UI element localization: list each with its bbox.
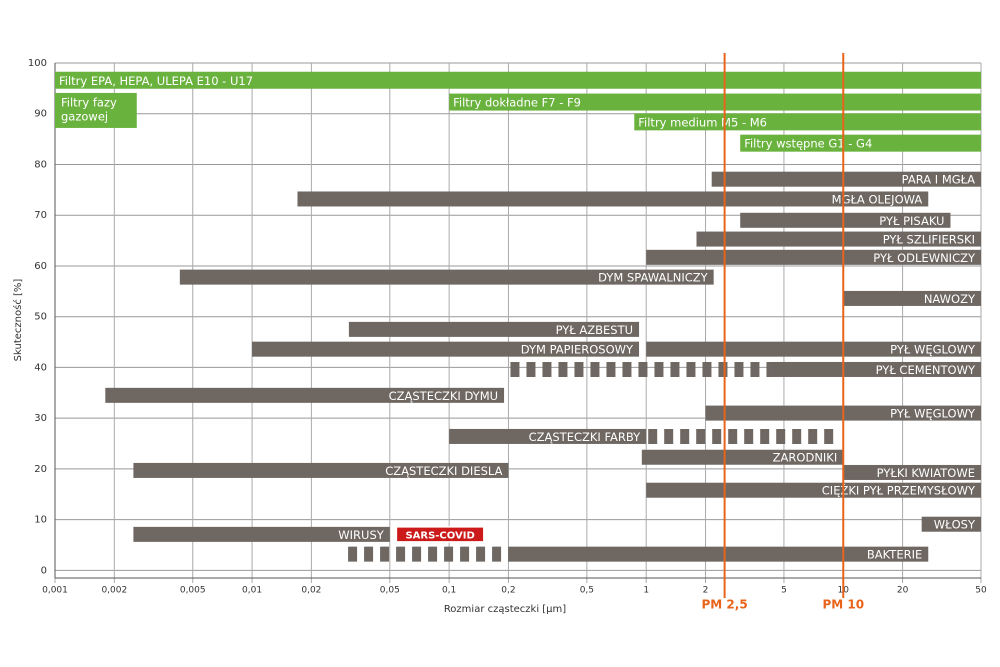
x-tick-label: 5	[781, 586, 787, 596]
y-tick-label: 70	[34, 210, 47, 221]
bar-label: PYŁ SZLIFIERSKI	[883, 233, 975, 247]
bar-label: DYM PAPIEROSOWY	[521, 343, 634, 357]
x-tick-label: 0,001	[42, 586, 68, 596]
range-bar	[843, 464, 981, 480]
bar-label: PYŁ ODLEWNICZY	[873, 251, 976, 265]
bar-label: Filtry wstępne G1 - G4	[744, 137, 872, 151]
x-tick-label: 1	[643, 586, 649, 596]
bar-label: CZĄSTECZKI FARBY	[529, 430, 642, 444]
range-bar	[711, 171, 981, 187]
bar-label: Filtry fazy	[61, 95, 117, 109]
range-bar	[634, 113, 981, 131]
y-tick-label: 100	[28, 58, 47, 69]
bar-label: CIĘŻKI PYŁ PRZEMYSŁOWY	[822, 483, 976, 498]
y-tick-label: 60	[34, 261, 47, 272]
range-bar	[55, 71, 981, 89]
bar-label: PYŁ CEMENTOWY	[876, 363, 976, 377]
bar-label: gazowej	[61, 109, 108, 123]
bar-label: PARA I MGŁA	[902, 173, 975, 187]
range-bar	[508, 546, 929, 562]
x-tick-label: 0,01	[242, 586, 262, 596]
y-tick-label: 40	[34, 362, 47, 373]
range-bar	[921, 516, 981, 532]
range-bar	[646, 249, 981, 265]
y-tick-label: 0	[41, 565, 47, 576]
y-tick-label: 80	[34, 159, 47, 170]
x-tick-label: 2	[703, 586, 709, 596]
range-bar	[133, 462, 509, 478]
range-bar	[105, 387, 505, 403]
y-tick-label: 50	[34, 312, 47, 323]
bar-label: CZĄSTECZKI DYMU	[389, 389, 498, 403]
bar-label: BAKTERIE	[867, 548, 922, 562]
bar-label: Filtry dokładne F7 - F9	[453, 96, 581, 110]
range-bar	[696, 231, 981, 247]
bar-label: ZARODNIKI	[773, 451, 838, 465]
bar-label: NAWOZY	[924, 292, 976, 306]
range-bar	[297, 191, 929, 207]
x-tick-label: 0,1	[442, 586, 456, 596]
bar-label: WIRUSY	[338, 528, 384, 542]
range-bar	[449, 93, 982, 111]
x-tick-label: 20	[897, 586, 909, 596]
range-bar	[133, 526, 390, 542]
bar-label: PYŁ AZBESTU	[556, 323, 633, 337]
range-bar	[179, 269, 714, 285]
y-tick-label: 10	[34, 515, 47, 526]
range-bar	[252, 341, 640, 357]
range-bar	[646, 341, 981, 357]
marker-label: PM 10	[822, 598, 864, 612]
bar-label: WŁOSY	[934, 518, 976, 532]
range-bar	[740, 212, 951, 228]
bar-label: MGŁA OLEJOWA	[832, 192, 923, 206]
x-tick-label: 0,2	[501, 586, 515, 596]
x-tick-label: 0,05	[380, 586, 400, 596]
bar-label: PYŁ PISAKU	[879, 214, 944, 228]
marker-label: PM 2,5	[702, 598, 748, 612]
bar-label: CZĄSTECZKI DIESLA	[385, 464, 502, 478]
bar-label: PYŁKI KWIATOWE	[877, 466, 975, 480]
y-axis-title: Skuteczność [%]	[12, 279, 24, 362]
x-tick-label: 0,005	[180, 586, 206, 596]
range-bar	[641, 449, 844, 465]
y-tick-label: 20	[34, 464, 47, 475]
x-tick-label: 0,02	[301, 586, 321, 596]
x-tick-label: 50	[975, 586, 987, 596]
bar-label: Filtry EPA, HEPA, ULEPA E10 - U17	[59, 74, 253, 88]
bar-label: Filtry medium M5 - M6	[638, 115, 767, 129]
range-bar	[646, 482, 981, 498]
range-bar	[348, 321, 640, 337]
y-tick-label: 30	[34, 413, 47, 424]
x-axis-title: Rozmiar cząsteczki [µm]	[444, 604, 566, 615]
range-bar	[771, 361, 981, 377]
range-bar	[449, 428, 647, 444]
range-bar	[843, 290, 981, 306]
bar-label: DYM SPAWALNICZY	[598, 271, 708, 285]
range-bar	[55, 92, 137, 128]
x-tick-label: 0,5	[580, 586, 594, 596]
y-tick-label: 90	[34, 109, 47, 120]
bar-label: PYŁ WĘGLOWY	[890, 407, 976, 421]
range-bar	[395, 526, 485, 543]
range-bar	[740, 134, 981, 152]
bar-label: PYŁ WĘGLOWY	[890, 343, 976, 357]
bar-label: SARS-COVID	[405, 530, 474, 541]
x-tick-label: 0,002	[101, 586, 127, 596]
